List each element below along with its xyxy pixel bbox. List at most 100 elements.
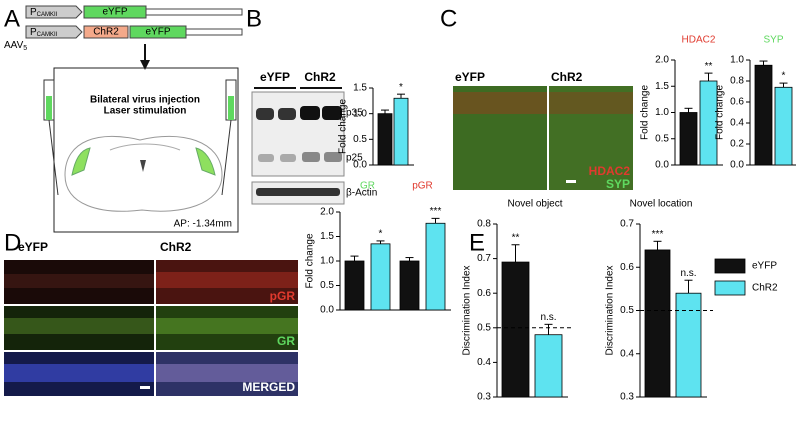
gene-label: ChR2 <box>93 27 119 38</box>
bar <box>754 64 773 166</box>
stain-label: SYP <box>606 177 630 191</box>
y-tick-label: 0.0 <box>730 160 744 171</box>
y-tick-label: 0.4 <box>620 348 634 359</box>
y-tick-label: 1.0 <box>320 256 334 267</box>
y-tick-label: 2.0 <box>655 55 669 66</box>
promoter-label: PCAMKII <box>30 27 58 38</box>
significance-label: ** <box>512 232 520 243</box>
y-axis-label: Discrimination Index <box>462 265 473 355</box>
bar <box>377 113 393 166</box>
panel-label: B <box>246 5 262 32</box>
band-label: β-Actin <box>346 188 377 199</box>
legend-label: eYFP <box>752 261 777 272</box>
y-axis-label: Discrimination Index <box>605 265 616 355</box>
image-group: ChR2 <box>160 240 192 254</box>
chart-title: Novel location <box>630 199 693 210</box>
y-tick-label: 1.5 <box>655 81 669 92</box>
y-tick-label: 0.7 <box>477 253 491 264</box>
y-tick-label: 2.0 <box>320 207 334 218</box>
category-label: pGR <box>412 181 433 192</box>
image-group: eYFP <box>455 70 485 84</box>
y-tick-label: 1.0 <box>655 107 669 118</box>
y-tick-label: 0.5 <box>353 134 367 145</box>
stain-label: MERGED <box>242 380 295 394</box>
bar <box>675 292 702 398</box>
bar <box>393 97 409 166</box>
y-tick-label: 0.6 <box>620 262 634 273</box>
construct-diagram <box>25 5 243 39</box>
y-tick-label: 0.8 <box>477 219 491 230</box>
significance-label: *** <box>430 206 442 217</box>
vector-label: AAV5 <box>4 40 27 52</box>
chart-title: Novel object <box>507 199 562 210</box>
y-tick-label: 0.6 <box>477 288 491 299</box>
y-axis-label: Fold change <box>305 233 316 288</box>
y-tick-label: 1.5 <box>353 83 367 94</box>
ap-label: AP: -1.34mm <box>174 219 232 230</box>
band-label: p25 <box>346 153 363 164</box>
significance-label: * <box>399 82 403 93</box>
y-tick-label: 0.3 <box>477 392 491 403</box>
panel-label: A <box>4 5 20 32</box>
legend-swatch <box>714 258 746 274</box>
y-tick-label: 0.5 <box>320 280 334 291</box>
blot-group: eYFP <box>260 70 290 84</box>
y-tick-label: 0.0 <box>320 305 334 316</box>
bar <box>425 222 446 311</box>
bar <box>534 334 563 398</box>
promoter-label: PCAMKII <box>30 7 58 18</box>
bar <box>344 260 365 311</box>
micrograph <box>453 86 633 190</box>
y-tick-label: 0.3 <box>620 392 634 403</box>
bar <box>501 261 530 398</box>
significance-label: * <box>782 71 786 82</box>
category-label: GR <box>360 181 375 192</box>
significance-label: ** <box>705 61 713 72</box>
injection-text: Laser stimulation <box>104 106 187 117</box>
y-tick-label: 1.0 <box>730 55 744 66</box>
y-tick-label: 0.6 <box>730 97 744 108</box>
y-tick-label: 0.5 <box>477 322 491 333</box>
stain-label: HDAC2 <box>589 164 631 178</box>
bar <box>644 249 671 398</box>
bar <box>399 260 420 311</box>
y-tick-label: 0.5 <box>620 305 634 316</box>
y-tick-label: 0.0 <box>655 160 669 171</box>
y-tick-label: 0.4 <box>477 357 491 368</box>
panel-label: D <box>4 229 21 256</box>
y-tick-label: 0.8 <box>730 76 744 87</box>
significance-label: n.s. <box>540 312 556 323</box>
y-tick-label: 0.7 <box>620 219 634 230</box>
bar <box>699 80 718 166</box>
western-blot <box>251 87 345 205</box>
gene-label: eYFP <box>102 7 127 18</box>
panel-label: C <box>440 5 457 32</box>
injection-text: Bilateral virus injection <box>90 95 200 106</box>
y-tick-label: 1.5 <box>320 231 334 242</box>
y-axis-label: Fold change <box>338 99 349 154</box>
y-tick-label: 0.4 <box>730 118 744 129</box>
image-group: ChR2 <box>551 70 583 84</box>
y-axis-label: Fold change <box>640 85 651 140</box>
chart-title: HDAC2 <box>682 35 716 46</box>
y-tick-label: 0.2 <box>730 139 744 150</box>
y-tick-label: 0.5 <box>655 133 669 144</box>
significance-label: * <box>379 229 383 240</box>
stain-label: pGR <box>270 289 296 303</box>
y-tick-label: 1.0 <box>353 108 367 119</box>
y-tick-label: 0.0 <box>353 160 367 171</box>
chart-title: SYP <box>763 35 783 46</box>
y-axis-label: Fold change <box>715 85 726 140</box>
legend-label: ChR2 <box>752 283 778 294</box>
bar <box>370 243 391 311</box>
bar <box>679 112 698 166</box>
significance-label: *** <box>652 229 664 240</box>
significance-label: n.s. <box>680 268 696 279</box>
bar <box>774 86 793 166</box>
stain-label: GR <box>277 334 295 348</box>
blot-group: ChR2 <box>304 70 336 84</box>
legend-swatch <box>714 280 746 296</box>
panel-label: E <box>469 229 485 256</box>
gene-label: eYFP <box>145 27 170 38</box>
